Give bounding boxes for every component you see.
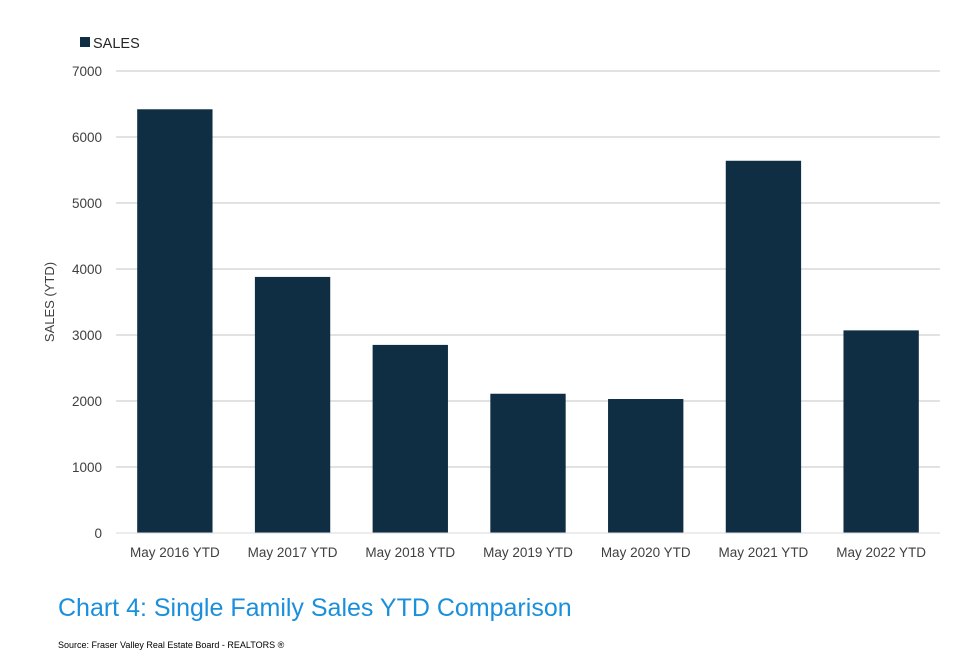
bar xyxy=(608,399,684,533)
y-tick-label: 3000 xyxy=(72,328,102,343)
x-tick-label: May 2021 YTD xyxy=(719,545,809,560)
y-axis-ticks: 0 1000 2000 3000 4000 5000 6000 7000 xyxy=(72,64,102,541)
x-tick-label: May 2020 YTD xyxy=(601,545,691,560)
x-tick-label: May 2018 YTD xyxy=(365,545,455,560)
y-tick-label: 4000 xyxy=(72,262,102,277)
bar xyxy=(137,109,213,533)
x-tick-label: May 2022 YTD xyxy=(836,545,926,560)
bars xyxy=(137,109,919,533)
chart-caption: Chart 4: Single Family Sales YTD Compari… xyxy=(58,594,572,622)
bar xyxy=(725,160,802,533)
bar xyxy=(490,393,566,533)
gridlines xyxy=(116,70,940,468)
y-axis-title: SALES (YTD) xyxy=(42,262,57,342)
legend-swatch xyxy=(80,37,90,47)
source-note: Source: Fraser Valley Real Estate Board … xyxy=(58,640,285,650)
bar xyxy=(843,330,919,533)
bar xyxy=(254,276,331,533)
y-tick-label: 6000 xyxy=(72,130,102,145)
legend-label: SALES xyxy=(93,36,140,52)
x-tick-label: May 2019 YTD xyxy=(483,545,573,560)
y-tick-label: 7000 xyxy=(72,64,102,79)
legend: SALES xyxy=(80,36,140,52)
y-tick-label: 2000 xyxy=(72,394,102,409)
bar xyxy=(372,344,448,533)
y-tick-label: 0 xyxy=(94,526,102,541)
bar-chart: 0 1000 2000 3000 4000 5000 6000 7000 May 2016 Y… xyxy=(42,36,940,560)
y-tick-label: 5000 xyxy=(72,196,102,211)
x-tick-label: May 2016 YTD xyxy=(130,545,220,560)
x-tick-label: May 2017 YTD xyxy=(248,545,338,560)
y-tick-label: 1000 xyxy=(72,460,102,475)
x-axis-ticks: May 2016 YTD May 2017 YTD May 2018 YTD May … xyxy=(130,545,926,560)
